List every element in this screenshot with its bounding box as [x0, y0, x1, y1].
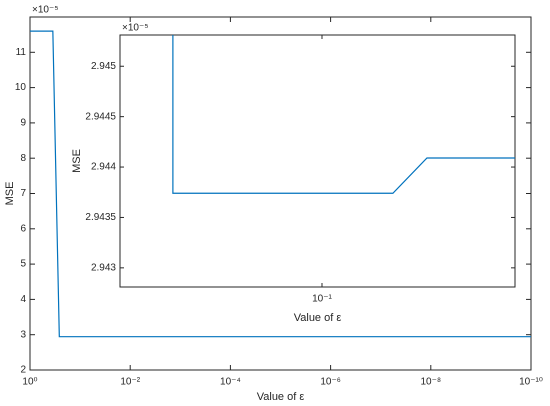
x-tick-label: 10⁻²	[120, 377, 140, 388]
y-tick-label: 2.9445	[85, 111, 116, 122]
y-tick-label: 2.945	[91, 61, 116, 72]
y-axis-label: MSE	[71, 149, 83, 173]
y-tick-label: 4	[20, 294, 26, 305]
plot-area	[119, 34, 516, 288]
y-tick-label: 6	[20, 223, 26, 234]
x-tick-label: 10⁻⁸	[420, 377, 441, 388]
y-tick-label: 7	[20, 188, 26, 199]
y-tick-label: 3	[20, 329, 26, 340]
y-tick-label: 9	[20, 118, 26, 129]
data-line	[172, 35, 515, 194]
y-axis-label: MSE	[4, 182, 16, 206]
y-exponent: ×10⁻⁵	[32, 5, 58, 16]
x-axis-label: Value of ε	[294, 312, 342, 324]
x-tick-label: 10⁻⁴	[220, 377, 241, 388]
y-tick-label: 2.943	[91, 262, 116, 273]
y-tick-label: 2	[20, 365, 26, 376]
y-exponent: ×10⁻⁵	[122, 23, 148, 34]
y-tick-label: 2.9435	[85, 212, 116, 223]
x-tick-label: 10⁻⁶	[320, 377, 341, 388]
y-tick-label: 11	[16, 47, 27, 58]
y-tick-label: 2.944	[91, 162, 116, 173]
x-tick-label: 10⁰	[22, 377, 37, 388]
x-tick-label: 10⁻¹⁰	[519, 377, 543, 388]
y-tick-label: 10	[15, 82, 27, 93]
y-tick-label: 5	[20, 259, 26, 270]
x-axis-label: Value of ε	[257, 391, 305, 403]
x-tick-label: 10⁻¹	[312, 294, 332, 305]
y-tick-label: 8	[20, 153, 26, 164]
data-line	[30, 30, 531, 338]
